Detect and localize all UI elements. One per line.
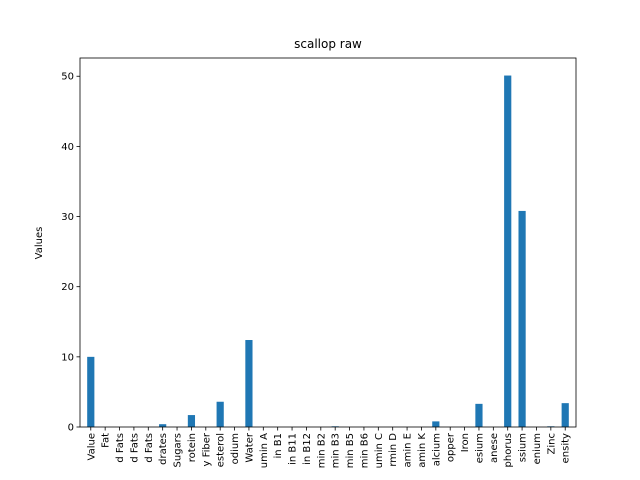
x-tick-label-21: rmin D (388, 433, 399, 467)
plot-frame (79, 57, 577, 428)
chart-title: scallop raw (294, 37, 362, 51)
bar-33 (561, 403, 569, 427)
x-tick-label-12: umin A (259, 433, 270, 468)
x-tick-label-23: amin K (417, 433, 428, 468)
bar-11 (245, 340, 253, 427)
bar-5 (159, 424, 167, 427)
x-tick-label-22: amin E (403, 433, 414, 467)
bar-9 (216, 401, 224, 427)
y-axis-label: Values (34, 227, 45, 260)
y-tick-label-0: 0 (68, 423, 74, 434)
bar-30 (518, 210, 526, 427)
x-tick-label-28: anese (489, 433, 500, 463)
x-tick-label-17: min B3 (331, 433, 342, 468)
x-tick-label-6: Sugars (173, 433, 184, 467)
y-axis-ticks: 0 10 20 30 40 50 (61, 72, 80, 434)
x-tick-label-31: enium (532, 433, 543, 464)
x-tick-label-25: opper (446, 432, 457, 462)
x-tick-label-26: Iron (460, 433, 471, 452)
y-tick-label-5: 50 (61, 72, 74, 83)
x-tick-label-20: umin C (374, 433, 385, 468)
x-tick-label-5: drates (158, 433, 169, 465)
x-tick-label-18: min B5 (345, 433, 356, 468)
y-tick-label-1: 10 (61, 352, 74, 363)
x-tick-label-11: Water (244, 432, 255, 462)
x-tick-label-15: in B12 (302, 433, 313, 465)
x-tick-label-0: Value (86, 433, 97, 460)
x-tick-label-33: ensity (561, 433, 572, 463)
y-tick-label-4: 40 (61, 142, 74, 153)
x-tick-label-10: odium (230, 433, 241, 464)
x-tick-label-1: Fat (101, 433, 112, 448)
x-tick-label-24: alcium (431, 433, 442, 466)
bar-0 (87, 356, 95, 427)
x-tick-label-27: esium (474, 433, 485, 463)
x-tick-label-29: phorus (503, 433, 514, 467)
x-tick-label-7: rotein (187, 433, 198, 462)
x-tick-label-30: ssium (518, 433, 529, 462)
x-tick-label-9: esterol (216, 433, 227, 467)
x-tick-label-14: in B11 (288, 433, 299, 465)
y-tick-label-2: 20 (61, 282, 74, 293)
y-tick-label-3: 30 (61, 212, 74, 223)
bar-7 (187, 415, 196, 427)
x-tick-label-3: d Fats (129, 433, 140, 463)
x-axis-ticks: Value Fat d Fats d Fats d Fats drates Sugars ro… (86, 427, 572, 468)
bar-29 (504, 75, 512, 427)
bar-24 (432, 421, 440, 427)
bars-group (87, 75, 569, 427)
x-tick-label-8: y Fiber (201, 432, 212, 466)
x-tick-label-13: in B1 (273, 433, 284, 459)
x-tick-label-2: d Fats (115, 433, 126, 463)
bar-27 (475, 403, 483, 427)
x-tick-label-4: d Fats (144, 433, 155, 463)
x-tick-label-19: min B6 (359, 433, 370, 468)
x-tick-label-16: min B2 (316, 433, 327, 468)
x-tick-label-32: Zinc (546, 433, 557, 454)
